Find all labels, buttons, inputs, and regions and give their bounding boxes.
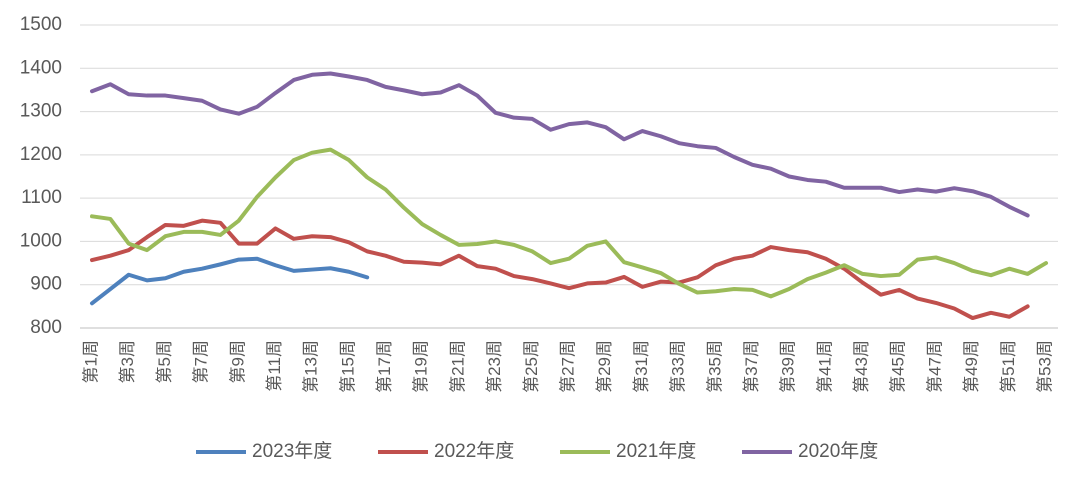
series-line (90, 218, 1030, 321)
y-tick-label: 1300 (20, 101, 62, 122)
x-tick-label: 第47周 (925, 340, 944, 393)
x-tick-label: 第31周 (632, 340, 651, 393)
x-tick-label: 第29周 (595, 340, 614, 393)
series-line (90, 71, 1030, 218)
x-tick-label: 第27周 (558, 340, 577, 393)
x-tick-label: 第43周 (852, 340, 871, 393)
x-tick-label: 第5周 (155, 340, 174, 383)
x-tick-label: 第49周 (962, 340, 981, 393)
x-tick-label: 第15周 (338, 340, 357, 393)
x-tick-label: 第21周 (448, 340, 467, 393)
y-tick-label: 1500 (20, 14, 62, 35)
x-tick-label: 第39周 (779, 340, 798, 393)
legend-label: 2020年度 (798, 440, 878, 462)
legend-label: 2021年度 (616, 440, 696, 462)
series-line (90, 256, 370, 306)
y-tick-label: 800 (30, 317, 62, 338)
x-tick-label: 第37周 (742, 340, 761, 393)
x-tick-label: 第1周 (81, 340, 100, 383)
x-tick-label: 第35周 (705, 340, 724, 393)
y-tick-label: 1100 (21, 187, 62, 208)
x-tick-label: 第9周 (228, 340, 247, 383)
x-tick-label: 第17周 (375, 340, 394, 393)
y-tick-label: 900 (30, 274, 62, 295)
x-tick-label: 第11周 (265, 340, 284, 392)
x-tick-label: 第53周 (1035, 340, 1054, 393)
legend-label: 2022年度 (434, 440, 514, 462)
x-tick-label: 第3周 (118, 340, 137, 383)
x-tick-label: 第45周 (889, 340, 908, 393)
legend-label: 2023年度 (252, 440, 332, 462)
x-tick-label: 第7周 (192, 340, 211, 383)
series-line (90, 147, 1048, 299)
y-tick-label: 1000 (20, 230, 62, 251)
x-tick-label: 第41周 (815, 340, 834, 393)
x-tick-label: 第13周 (302, 340, 321, 393)
x-tick-label: 第19周 (412, 340, 431, 393)
x-tick-label: 第23周 (485, 340, 504, 393)
y-tick-label: 1200 (20, 144, 62, 165)
y-tick-label: 1400 (20, 57, 62, 78)
x-tick-label: 第25周 (522, 340, 541, 393)
x-tick-label: 第33周 (669, 340, 688, 393)
x-tick-label: 第51周 (999, 340, 1018, 393)
